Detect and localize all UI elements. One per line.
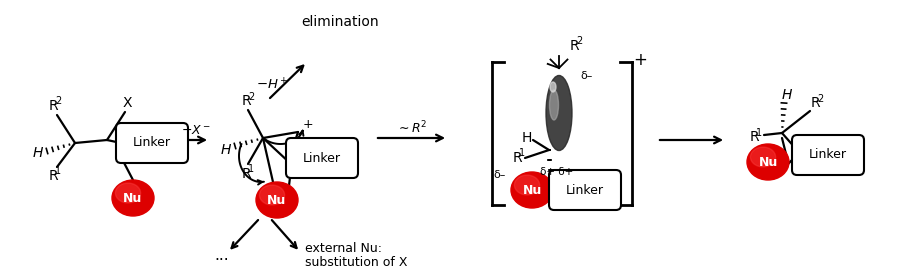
- Ellipse shape: [515, 175, 540, 195]
- Ellipse shape: [751, 147, 776, 167]
- Text: R: R: [241, 94, 251, 108]
- Text: +: +: [633, 51, 647, 69]
- Ellipse shape: [546, 76, 572, 150]
- Text: R: R: [241, 167, 251, 181]
- FancyBboxPatch shape: [116, 123, 188, 163]
- Text: 2: 2: [248, 91, 255, 102]
- Text: 1: 1: [248, 165, 255, 174]
- Text: Linker: Linker: [133, 136, 171, 150]
- Ellipse shape: [511, 172, 553, 208]
- Ellipse shape: [747, 144, 789, 180]
- Text: 1: 1: [56, 167, 61, 177]
- FancyBboxPatch shape: [792, 135, 864, 175]
- Text: Linker: Linker: [303, 152, 341, 165]
- Text: H: H: [32, 146, 43, 160]
- Ellipse shape: [550, 82, 556, 92]
- Text: +: +: [302, 117, 313, 130]
- Text: substitution of X: substitution of X: [305, 256, 408, 269]
- Text: R: R: [49, 99, 58, 113]
- Ellipse shape: [115, 183, 140, 203]
- FancyBboxPatch shape: [549, 170, 621, 210]
- Text: δ–: δ–: [494, 170, 506, 180]
- Text: H: H: [522, 131, 532, 145]
- Text: $\sim R^2$: $\sim R^2$: [396, 120, 428, 136]
- Text: 2: 2: [817, 93, 824, 103]
- Ellipse shape: [259, 185, 284, 205]
- Text: δ+ δ+: δ+ δ+: [540, 167, 573, 177]
- Ellipse shape: [256, 182, 298, 218]
- Text: Linker: Linker: [809, 149, 847, 162]
- Text: R: R: [512, 151, 522, 165]
- Text: 2: 2: [56, 96, 61, 106]
- Text: $-H^+$: $-H^+$: [256, 77, 288, 93]
- Text: R: R: [569, 39, 579, 53]
- Text: 1: 1: [519, 149, 526, 159]
- Text: Nu: Nu: [123, 192, 142, 206]
- Text: R: R: [810, 96, 820, 110]
- Text: δ–: δ–: [580, 71, 593, 81]
- Text: elimination: elimination: [302, 15, 379, 29]
- Text: $-X^-$: $-X^-$: [181, 124, 211, 138]
- Text: H: H: [782, 88, 792, 102]
- Text: R: R: [49, 169, 58, 183]
- Ellipse shape: [112, 180, 154, 216]
- Text: external Nu:: external Nu:: [305, 242, 382, 254]
- Text: 2: 2: [576, 37, 582, 46]
- FancyBboxPatch shape: [286, 138, 358, 178]
- Text: R: R: [749, 130, 759, 144]
- Text: Nu: Nu: [267, 194, 286, 207]
- Ellipse shape: [550, 90, 559, 120]
- Text: 1: 1: [756, 127, 762, 138]
- Text: H: H: [220, 143, 231, 157]
- Text: Linker: Linker: [566, 183, 604, 197]
- Text: ...: ...: [215, 248, 230, 263]
- Text: Nu: Nu: [759, 156, 778, 170]
- Text: X: X: [122, 96, 131, 110]
- Text: Nu: Nu: [522, 185, 542, 197]
